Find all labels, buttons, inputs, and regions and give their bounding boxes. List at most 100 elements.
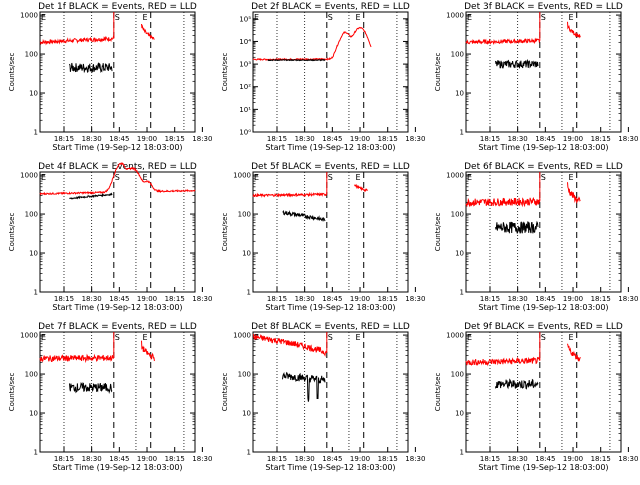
x-tick-label: 18:15: [378, 455, 398, 463]
detector-panel-2: Det 2f BLACK = Events, RED = LLD 10⁰ 10¹ 10…: [221, 2, 425, 152]
x-tick-label: 18:30: [405, 455, 425, 463]
x-tick-label: 18:15: [378, 135, 398, 143]
x-tick-label: 19:00: [563, 295, 583, 303]
y-tick-label: 10²: [239, 83, 251, 91]
y-tick-label: 10: [29, 410, 38, 418]
plot-frame: [252, 11, 409, 133]
x-tick-label: 18:45: [109, 295, 129, 303]
y-tick-label: 1: [34, 129, 38, 137]
x-tick-label: 19:00: [137, 135, 157, 143]
lld-series: [39, 353, 115, 364]
y-tick-label: 1000: [446, 332, 464, 340]
y-tick-label: 100: [25, 51, 38, 59]
x-tick-label: 18:45: [322, 455, 342, 463]
x-tick-label: 18:15: [480, 135, 500, 143]
panel-title: Det 5f BLACK = Events, RED = LLD: [251, 162, 410, 172]
event-marker-label: S: [541, 333, 546, 342]
event-marker-label: S: [328, 173, 333, 182]
lld-series: [465, 356, 541, 367]
x-tick-label: 18:30: [192, 455, 212, 463]
event-marker-label: S: [115, 333, 120, 342]
event-marker-label: E: [41, 13, 46, 22]
x-tick-label: 18:30: [192, 135, 212, 143]
x-tick-label: 18:45: [322, 135, 342, 143]
x-axis-label: Start Time (19-Sep-12 18:03:00): [265, 463, 395, 472]
y-tick-label: 1: [460, 289, 464, 297]
y-tick-label: 10³: [239, 61, 251, 69]
y-axis-label: Counts/sec: [221, 213, 229, 252]
y-axis-label: Counts/sec: [221, 53, 229, 92]
panel-title: Det 1f BLACK = Events, RED = LLD: [38, 2, 197, 12]
x-tick-label: 18:30: [618, 455, 638, 463]
detector-panel-6: Det 6f BLACK = Events, RED = LLD 1 10 100 10…: [434, 162, 638, 312]
x-tick-label: 18:45: [535, 455, 555, 463]
x-axis-label: Start Time (19-Sep-12 18:03:00): [265, 143, 395, 152]
event-marker-label: E: [568, 13, 573, 22]
events-series: [267, 58, 326, 62]
x-axis-label: Start Time (19-Sep-12 18:03:00): [52, 143, 182, 152]
event-marker-label: S: [328, 13, 333, 22]
y-tick-label: 10: [29, 250, 38, 258]
x-tick-label: 18:15: [591, 135, 611, 143]
detector-panel-1: Det 1f BLACK = Events, RED = LLD 1 10 100 10…: [8, 2, 212, 152]
y-tick-label: 10: [455, 410, 464, 418]
x-axis-label: Start Time (19-Sep-12 18:03:00): [478, 463, 608, 472]
panel-title: Det 9f BLACK = Events, RED = LLD: [464, 322, 623, 332]
y-tick-label: 1000: [20, 172, 38, 180]
x-tick-label: 19:00: [137, 295, 157, 303]
y-tick-label: 1: [460, 129, 464, 137]
lld-series-post-gap: [567, 182, 581, 204]
plot-frame: [465, 171, 622, 293]
y-tick-label: 10⁵: [239, 15, 251, 23]
panel-title: Det 2f BLACK = Events, RED = LLD: [251, 2, 410, 12]
event-marker-label: E: [142, 13, 147, 22]
x-tick-label: 18:15: [591, 295, 611, 303]
events-series: [495, 378, 539, 390]
events-series: [282, 209, 326, 222]
y-tick-label: 1: [34, 289, 38, 297]
y-tick-label: 10: [455, 250, 464, 258]
event-marker-label: E: [467, 333, 472, 342]
x-tick-label: 18:15: [267, 455, 287, 463]
x-tick-label: 18:45: [535, 295, 555, 303]
y-tick-label: 10: [455, 90, 464, 98]
x-tick-label: 19:00: [350, 295, 370, 303]
event-marker-label: E: [355, 13, 360, 22]
x-axis-label: Start Time (19-Sep-12 18:03:00): [52, 303, 182, 312]
x-tick-label: 18:30: [295, 295, 315, 303]
x-tick-label: 18:15: [165, 455, 185, 463]
event-marker-label: E: [254, 13, 259, 22]
lld-series-post-gap: [567, 343, 581, 362]
x-tick-label: 18:30: [192, 295, 212, 303]
x-axis-label: Start Time (19-Sep-12 18:03:00): [478, 143, 608, 152]
detector-panel-8: Det 8f BLACK = Events, RED = LLD 1 10 100 10…: [221, 322, 425, 472]
x-tick-label: 18:45: [535, 135, 555, 143]
x-tick-label: 18:15: [591, 455, 611, 463]
events-series: [495, 59, 539, 69]
y-tick-label: 10: [242, 250, 251, 258]
plot-frame: [252, 331, 409, 453]
event-marker-label: E: [41, 173, 46, 182]
plot-frame: [252, 171, 409, 293]
y-tick-label: 1000: [446, 172, 464, 180]
event-marker-label: S: [541, 173, 546, 182]
y-tick-label: 10: [242, 410, 251, 418]
y-tick-label: 10⁴: [239, 38, 251, 46]
x-tick-label: 18:30: [82, 135, 102, 143]
event-marker-label: S: [115, 13, 120, 22]
x-tick-label: 18:30: [82, 295, 102, 303]
x-tick-label: 19:00: [563, 135, 583, 143]
event-marker-label: E: [254, 173, 259, 182]
event-marker-label: E: [355, 173, 360, 182]
panel-title: Det 6f BLACK = Events, RED = LLD: [464, 162, 623, 172]
x-tick-label: 18:45: [109, 135, 129, 143]
event-marker-label: E: [355, 333, 360, 342]
x-tick-label: 18:15: [267, 295, 287, 303]
x-tick-label: 18:15: [165, 135, 185, 143]
x-tick-label: 18:15: [378, 295, 398, 303]
x-tick-label: 18:30: [508, 295, 528, 303]
plot-frame: [465, 331, 622, 453]
x-tick-label: 18:15: [480, 455, 500, 463]
